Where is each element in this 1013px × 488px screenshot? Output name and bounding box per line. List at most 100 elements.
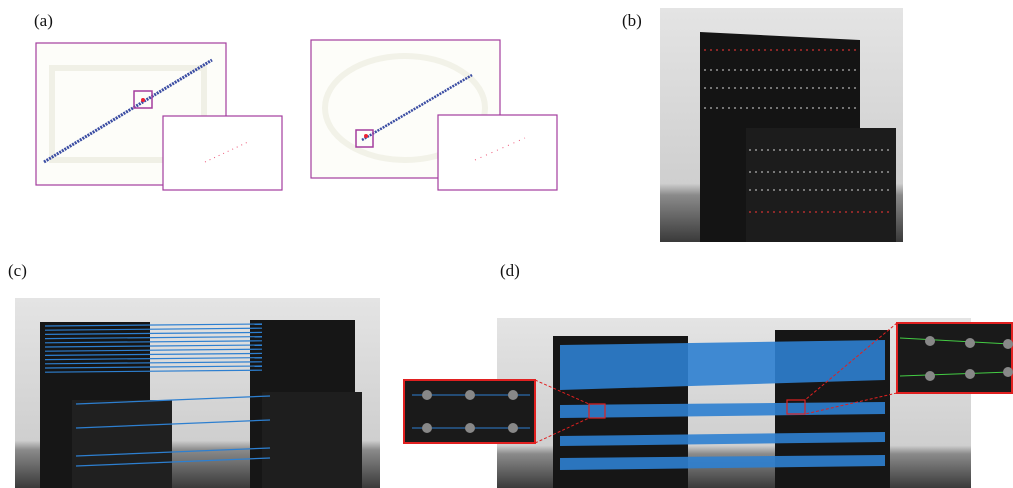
dot — [803, 171, 805, 173]
dot — [734, 107, 736, 109]
dot — [848, 87, 850, 89]
panel-c-photo — [15, 298, 380, 488]
dot — [800, 87, 802, 89]
dot — [770, 69, 772, 71]
dot — [716, 107, 718, 109]
dot — [824, 87, 826, 89]
dot — [821, 149, 823, 151]
dot — [845, 171, 847, 173]
dot — [773, 189, 775, 191]
dot — [794, 107, 796, 109]
dot — [812, 107, 814, 109]
dot — [809, 149, 811, 151]
dot — [875, 189, 877, 191]
dot — [758, 49, 760, 51]
dot — [857, 149, 859, 151]
dot — [767, 171, 769, 173]
dot — [842, 69, 844, 71]
dot — [827, 189, 829, 191]
dot — [833, 149, 835, 151]
dot — [887, 149, 889, 151]
dot — [758, 87, 760, 89]
dot — [764, 107, 766, 109]
dot — [752, 107, 754, 109]
panel-label: (d) — [500, 261, 520, 280]
dot — [830, 87, 832, 89]
dot — [839, 171, 841, 173]
dot — [821, 171, 823, 173]
dot — [827, 211, 829, 213]
dot — [824, 69, 826, 71]
dot — [788, 69, 790, 71]
dot — [842, 87, 844, 89]
dot — [785, 211, 787, 213]
dot — [779, 149, 781, 151]
dot — [800, 107, 802, 109]
dot — [800, 49, 802, 51]
dot — [881, 189, 883, 191]
dot — [869, 211, 871, 213]
dot — [845, 149, 847, 151]
dot — [881, 149, 883, 151]
dot — [785, 149, 787, 151]
dot — [749, 189, 751, 191]
dot — [854, 107, 856, 109]
dot — [797, 211, 799, 213]
dot — [752, 69, 754, 71]
dot — [710, 87, 712, 89]
dot — [734, 49, 736, 51]
dot — [869, 171, 871, 173]
dot — [839, 149, 841, 151]
dot — [836, 107, 838, 109]
dot — [845, 211, 847, 213]
dot — [875, 171, 877, 173]
dot — [830, 107, 832, 109]
dot — [881, 211, 883, 213]
dot — [857, 189, 859, 191]
dot — [710, 107, 712, 109]
dot — [842, 49, 844, 51]
dot — [836, 69, 838, 71]
dot — [710, 49, 712, 51]
dot — [887, 211, 889, 213]
dot — [833, 171, 835, 173]
dot — [800, 69, 802, 71]
dot — [821, 211, 823, 213]
dot — [755, 171, 757, 173]
dot — [839, 211, 841, 213]
dot — [818, 49, 820, 51]
dot — [776, 49, 778, 51]
dot — [854, 49, 856, 51]
dot — [803, 211, 805, 213]
dot — [875, 149, 877, 151]
panel-a-right — [311, 40, 557, 190]
dot — [806, 87, 808, 89]
dot — [797, 189, 799, 191]
dot — [815, 149, 817, 151]
dot — [746, 107, 748, 109]
dot — [845, 189, 847, 191]
dot — [716, 49, 718, 51]
dot — [857, 171, 859, 173]
panel-label: (a) — [34, 11, 53, 30]
dot — [740, 87, 742, 89]
dot — [791, 171, 793, 173]
dot — [722, 107, 724, 109]
dot — [704, 69, 706, 71]
dot — [827, 171, 829, 173]
dot — [776, 87, 778, 89]
dot — [806, 107, 808, 109]
dot — [836, 49, 838, 51]
dot — [704, 49, 706, 51]
dot — [773, 171, 775, 173]
dot — [728, 107, 730, 109]
dot — [749, 171, 751, 173]
dot — [770, 49, 772, 51]
dot — [818, 87, 820, 89]
dot — [755, 211, 757, 213]
dot — [782, 49, 784, 51]
dot — [821, 189, 823, 191]
dot — [848, 69, 850, 71]
dot — [728, 69, 730, 71]
dot — [863, 149, 865, 151]
